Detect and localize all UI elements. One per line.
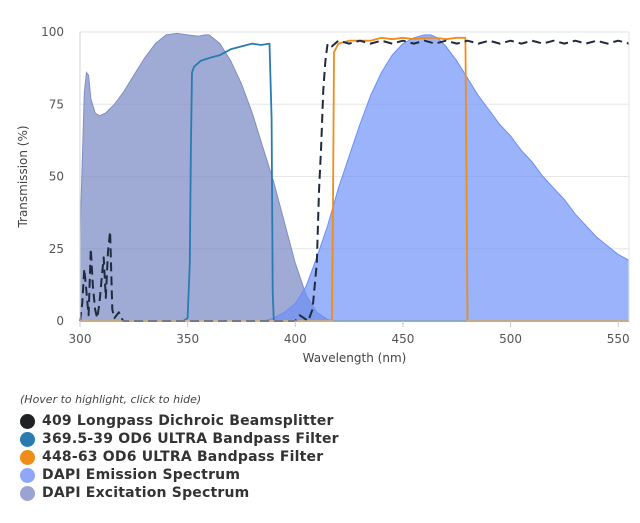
tick-labels: 300 350 400 450 500 550 0 25 50 75 100 — [41, 25, 630, 346]
legend: (Hover to highlight, click to hide) 409 … — [20, 393, 339, 502]
x-tick-label-300: 300 — [69, 332, 92, 346]
y-tick-label-0: 0 — [56, 314, 64, 328]
409-longpass-dichroic-beamsplitter-line[interactable] — [79, 39, 630, 322]
legend-item-448-63-od6-ultra-bandpass-filter[interactable]: 448-63 OD6 ULTRA Bandpass Filter — [20, 448, 339, 466]
legend-item-369-5-39-od6-ultra-bandpass-filter[interactable]: 369.5-39 OD6 ULTRA Bandpass Filter — [20, 430, 339, 448]
axes — [79, 32, 630, 327]
legend-label: 409 Longpass Dichroic Beamsplitter — [42, 413, 334, 429]
x-tick-label-350: 350 — [176, 332, 199, 346]
legend-swatch — [20, 413, 35, 429]
spectra-chart: 300 350 400 450 500 550 0 25 50 75 100 Wavelength … — [16, 25, 630, 365]
legend-swatch — [20, 467, 35, 483]
legend-label: 369.5-39 OD6 ULTRA Bandpass Filter — [42, 431, 339, 447]
legend-swatch — [20, 449, 35, 465]
x-tick-label-450: 450 — [391, 332, 414, 346]
y-axis-label: Transmission (%) — [16, 125, 30, 228]
legend-label: DAPI Excitation Spectrum — [42, 485, 250, 501]
x-axis-label: Wavelength (nm) — [303, 351, 407, 365]
y-tick-label-25: 25 — [49, 242, 64, 256]
x-tick-label-500: 500 — [499, 332, 522, 346]
x-tick-label-400: 400 — [284, 332, 307, 346]
legend-label: 448-63 OD6 ULTRA Bandpass Filter — [42, 449, 324, 465]
y-tick-label-100: 100 — [41, 25, 64, 39]
y-tick-label-50: 50 — [49, 170, 64, 184]
legend-item-dapi-excitation-spectrum[interactable]: DAPI Excitation Spectrum — [20, 484, 339, 502]
legend-swatch — [20, 485, 35, 501]
legend-item-dapi-emission-spectrum[interactable]: DAPI Emission Spectrum — [20, 466, 339, 484]
legend-items: 409 Longpass Dichroic Beamsplitter 369.5-… — [20, 412, 339, 502]
369-5-39-od6-ultra-bandpass-filter-line[interactable] — [80, 42, 629, 322]
area-series — [79, 32, 630, 322]
448-63-od6-ultra-bandpass-filter-line[interactable] — [80, 36, 629, 322]
dapi-emission-spectrum-area[interactable] — [262, 34, 630, 322]
dapi-excitation-spectrum-area[interactable] — [79, 32, 339, 322]
y-tick-label-75: 75 — [49, 97, 64, 111]
line-series — [79, 36, 630, 322]
legend-hint: (Hover to highlight, click to hide) — [20, 393, 202, 406]
legend-label: DAPI Emission Spectrum — [42, 467, 241, 483]
legend-item-409-longpass-dichroic-beamsplitter[interactable]: 409 Longpass Dichroic Beamsplitter — [20, 412, 339, 430]
legend-swatch — [20, 431, 35, 447]
x-tick-label-550: 550 — [607, 332, 630, 346]
